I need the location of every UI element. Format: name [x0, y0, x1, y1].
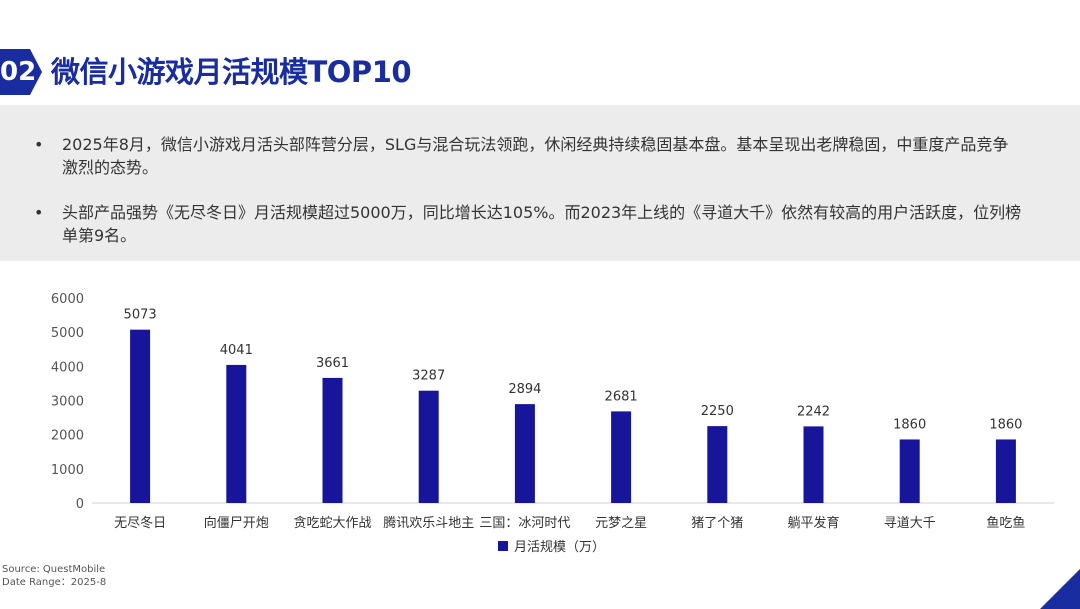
bar-chart: 0 1000 2000 3000 4000 5000 6000 5073 无尽冬日 4041 向僵尸…	[51, 292, 1054, 555]
bar	[707, 426, 728, 503]
bar	[995, 439, 1016, 503]
bar	[130, 329, 151, 503]
y-tick-label: 3000	[51, 395, 84, 410]
y-tick-label: 0	[76, 497, 84, 512]
summary-box	[0, 105, 1080, 261]
data-label: 2250	[701, 404, 734, 419]
date-range-text: Date Range：2025-8	[2, 577, 107, 588]
data-label: 1860	[893, 417, 926, 432]
bar	[899, 439, 920, 503]
corner-decoration	[1040, 569, 1080, 609]
y-tick-label: 5000	[51, 326, 84, 341]
x-tick-label: 元梦之星	[595, 516, 647, 531]
y-tick-label: 4000	[51, 360, 84, 375]
x-tick-label: 躺平发育	[787, 515, 839, 531]
y-tick-label: 6000	[51, 292, 84, 307]
bar	[322, 377, 343, 503]
section-badge: 02	[0, 49, 42, 95]
x-tick-label: 寻道大千	[884, 516, 936, 531]
page-title: 微信小游戏月活规模TOP10	[51, 55, 412, 89]
bar	[611, 411, 632, 503]
data-label: 2681	[605, 389, 638, 404]
source-text: Source: QuestMobile	[2, 564, 106, 575]
badge-shape	[0, 49, 42, 95]
bar	[514, 404, 535, 503]
x-tick-label: 向僵尸开炮	[204, 515, 269, 531]
bar	[418, 390, 439, 503]
bullet-dot: •	[34, 135, 44, 154]
source-note: Source: QuestMobile Date Range：2025-8	[2, 563, 106, 589]
data-label: 3661	[316, 356, 349, 371]
x-tick-label: 猪了个猪	[691, 516, 743, 531]
data-label: 5073	[124, 308, 157, 323]
x-tick-label: 无尽冬日	[114, 515, 166, 531]
legend-swatch	[498, 541, 508, 551]
bullet-text: 头部产品强势《无尽冬日》月活规模超过5000万，同比增长达105%。而2023年…	[62, 203, 1022, 245]
bullet-dot: •	[34, 203, 44, 222]
data-label: 1860	[989, 417, 1022, 432]
section-number: 02	[0, 57, 37, 87]
bar	[803, 426, 824, 503]
summary-bullet: • 头部产品强势《无尽冬日》月活规模超过5000万，同比增长达105%。而202…	[34, 201, 1024, 249]
x-tick-label: 贪吃蛇大作战	[293, 515, 371, 531]
data-label: 2894	[508, 382, 541, 397]
y-tick-label: 1000	[51, 463, 84, 478]
data-label: 2242	[797, 404, 830, 419]
x-tick-label: 腾讯欢乐斗地主	[383, 515, 474, 531]
legend-label: 月活规模（万）	[514, 540, 605, 555]
bullet-text: 2025年8月，微信小游戏月活头部阵营分层，SLG与混合玩法领跑，休闲经典持续稳…	[62, 135, 1009, 177]
bar	[226, 364, 247, 503]
data-label: 4041	[220, 343, 253, 358]
x-tick-label: 三国：冰河时代	[479, 516, 570, 531]
x-tick-label: 鱼吃鱼	[986, 515, 1025, 531]
y-tick-label: 2000	[51, 429, 84, 444]
data-label: 3287	[412, 369, 445, 384]
summary-bullet: • 2025年8月，微信小游戏月活头部阵营分层，SLG与混合玩法领跑，休闲经典持…	[34, 133, 1024, 181]
